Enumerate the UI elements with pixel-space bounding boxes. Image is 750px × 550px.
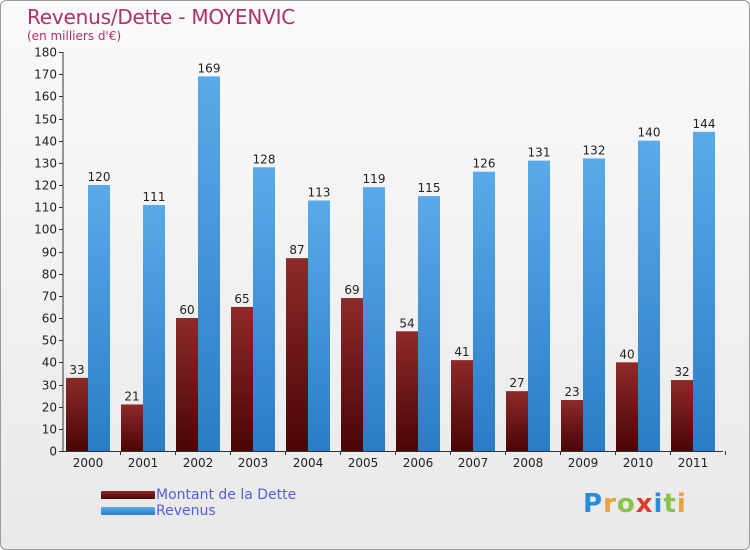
data-label-dette: 60 (179, 303, 194, 317)
bar-dette (121, 404, 143, 451)
bar-revenus (308, 200, 330, 451)
data-label-revenus: 111 (143, 190, 166, 204)
x-tick-label: 2001 (128, 456, 159, 470)
bar-dette (396, 331, 418, 451)
logo-letter: i (676, 489, 687, 519)
bar-revenus (693, 131, 715, 452)
y-tick-label: 100 (34, 223, 57, 237)
data-label-revenus: 119 (363, 172, 386, 186)
y-tick-label: 40 (42, 356, 57, 370)
legend-label-revenus: Revenus (156, 503, 216, 519)
y-tick-label: 120 (34, 179, 57, 193)
x-tick-label: 2003 (238, 456, 269, 470)
logo-letter: t (663, 489, 677, 519)
legend-item-revenus: Revenus (101, 503, 296, 519)
x-tick-label: 2004 (293, 456, 324, 470)
y-tick-label: 130 (34, 157, 57, 171)
data-label-dette: 41 (454, 345, 469, 359)
data-label-dette: 40 (619, 347, 634, 361)
bar-revenus (583, 158, 605, 451)
proxiti-logo[interactable]: Proxiti (583, 489, 687, 519)
bar-dette (66, 377, 88, 451)
y-tick-label: 60 (42, 312, 57, 326)
logo-letter: P (583, 489, 604, 519)
bar-revenus (88, 185, 110, 451)
data-label-revenus: 144 (693, 117, 716, 131)
legend-label-dette: Montant de la Dette (156, 487, 297, 503)
logo-letter: i (653, 489, 664, 519)
data-label-dette: 23 (564, 385, 579, 399)
y-tick-label: 0 (49, 445, 57, 459)
data-label-dette: 54 (399, 316, 414, 330)
data-label-dette: 33 (69, 363, 84, 377)
bar-dette (341, 298, 363, 451)
x-tick-label: 2006 (403, 456, 434, 470)
legend-swatch-revenus (101, 507, 155, 515)
bar-dette (451, 360, 473, 451)
chart-subtitle: (en milliers d'€) (27, 29, 122, 43)
y-tick-label: 70 (42, 290, 57, 304)
y-tick-label: 160 (34, 90, 57, 104)
y-tick-label: 80 (42, 268, 57, 282)
bar-dette (231, 306, 253, 451)
data-label-revenus: 128 (253, 152, 276, 166)
data-label-revenus: 169 (198, 61, 221, 75)
data-label-revenus: 113 (308, 186, 331, 200)
x-tick-label: 2009 (568, 456, 599, 470)
y-tick-label: 150 (34, 113, 57, 127)
logo-letter: x (635, 489, 654, 519)
data-label-revenus: 120 (88, 170, 111, 184)
bar-revenus (253, 167, 275, 451)
data-label-dette: 27 (509, 376, 524, 390)
bar-revenus (198, 76, 220, 451)
x-tick-label: 2008 (513, 456, 544, 470)
y-tick-label: 90 (42, 246, 57, 260)
y-tick-label: 140 (34, 135, 57, 149)
data-label-revenus: 126 (473, 157, 496, 171)
bar-revenus (473, 171, 495, 451)
data-label-revenus: 132 (583, 143, 606, 157)
bar-revenus (363, 187, 385, 451)
data-label-revenus: 131 (528, 146, 551, 160)
y-tick-label: 180 (34, 46, 57, 60)
bar-dette (616, 362, 638, 451)
data-label-dette: 69 (344, 283, 359, 297)
bar-dette (561, 400, 583, 451)
data-label-revenus: 140 (638, 126, 661, 140)
x-tick-label: 2000 (73, 456, 104, 470)
legend-item-dette: Montant de la Dette (101, 487, 296, 503)
data-label-dette: 65 (234, 292, 249, 306)
bar-revenus (638, 140, 660, 451)
x-tick-label: 2005 (348, 456, 379, 470)
bar-revenus (143, 204, 165, 451)
bar-dette (176, 318, 198, 451)
bar-revenus (528, 160, 550, 451)
data-label-dette: 21 (124, 389, 139, 403)
legend: Montant de la Dette Revenus (101, 487, 296, 519)
y-tick-label: 50 (42, 334, 57, 348)
logo-letter: r (603, 489, 617, 519)
data-label-dette: 87 (289, 243, 304, 257)
data-label-revenus: 115 (418, 181, 441, 195)
x-tick-label: 2002 (183, 456, 214, 470)
x-tick-label: 2007 (458, 456, 489, 470)
legend-swatch-dette (101, 491, 155, 499)
x-tick-label: 2010 (623, 456, 654, 470)
data-label-dette: 32 (674, 365, 689, 379)
x-tick-label: 2011 (678, 456, 709, 470)
y-tick-label: 110 (34, 201, 57, 215)
chart-title: Revenus/Dette - MOYENVIC (27, 5, 296, 29)
bar-dette (506, 391, 528, 451)
y-tick-label: 30 (42, 379, 57, 393)
bar-dette (671, 380, 693, 451)
bar-dette (286, 258, 308, 451)
logo-letter: o (616, 489, 636, 519)
y-tick-label: 170 (34, 68, 57, 82)
y-tick-label: 10 (42, 423, 57, 437)
bar-revenus (418, 196, 440, 451)
y-tick-label: 20 (42, 401, 57, 415)
